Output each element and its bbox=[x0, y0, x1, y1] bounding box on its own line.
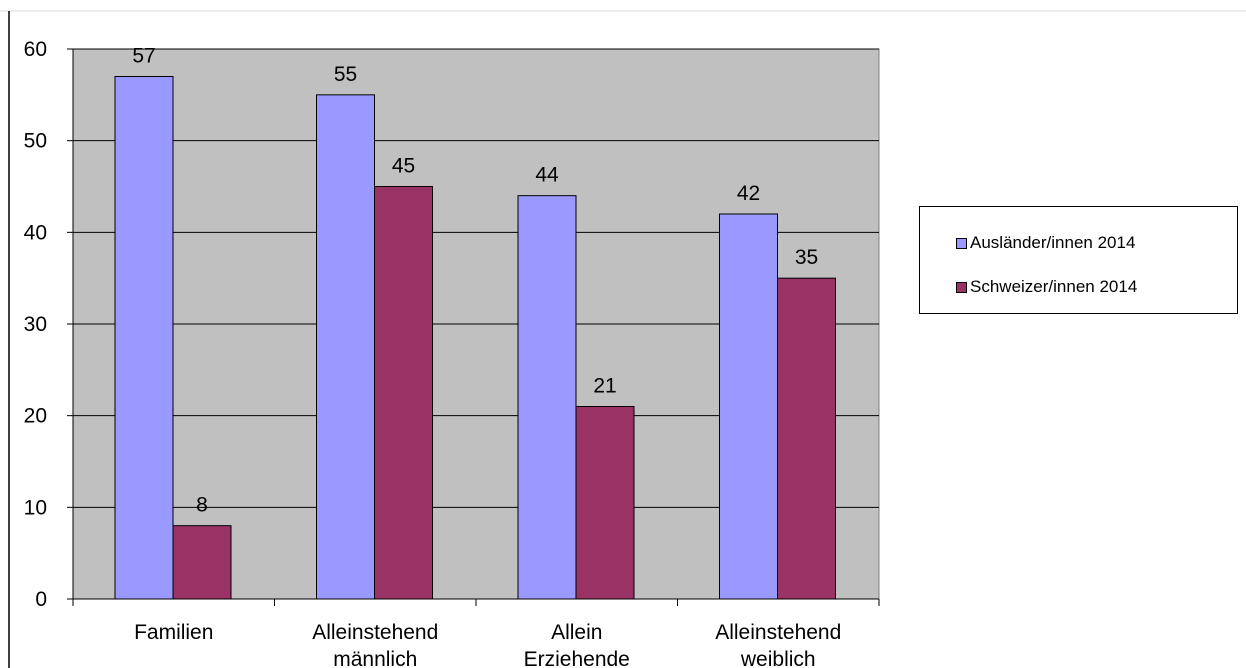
bar bbox=[374, 186, 433, 600]
legend-label-schweizer: Schweizer/innen 2014 bbox=[970, 277, 1138, 296]
bar bbox=[172, 525, 232, 600]
y-tick-label: 60 bbox=[24, 38, 47, 61]
bar bbox=[517, 195, 577, 600]
category-label: Allein bbox=[551, 621, 602, 644]
y-tick-label: 40 bbox=[24, 221, 47, 244]
category-label: Alleinstehend bbox=[312, 621, 438, 644]
data-label: 21 bbox=[593, 375, 616, 398]
data-label: 8 bbox=[196, 494, 208, 517]
y-tick-label: 30 bbox=[24, 313, 47, 336]
category-label: weiblich bbox=[740, 648, 816, 668]
bar bbox=[719, 213, 778, 600]
data-label: 35 bbox=[795, 246, 818, 269]
legend-swatch-schweizer bbox=[956, 281, 967, 293]
category-label: Familien bbox=[134, 621, 213, 644]
data-label: 44 bbox=[535, 164, 559, 187]
data-label: 42 bbox=[737, 182, 760, 205]
data-label: 55 bbox=[334, 63, 357, 86]
legend: Ausländer/innen 2014 Schweizer/innen 201… bbox=[919, 206, 1238, 314]
category-label: Alleinstehend bbox=[715, 621, 841, 644]
y-tick-label: 0 bbox=[35, 588, 47, 611]
data-label: 45 bbox=[392, 155, 415, 178]
legend-swatch-auslaender bbox=[956, 237, 967, 249]
bar bbox=[114, 76, 174, 600]
legend-item-schweizer: Schweizer/innen 2014 bbox=[956, 277, 1137, 297]
category-label: männlich bbox=[333, 648, 417, 668]
y-tick-label: 50 bbox=[24, 130, 47, 153]
plot-area: 0 10 20 30 40 50 60 57 8 Familien 55 45 Alleinstehen… bbox=[24, 38, 880, 668]
y-tick-label: 10 bbox=[24, 496, 47, 519]
bar bbox=[316, 94, 375, 600]
y-tick-label: 20 bbox=[24, 405, 47, 428]
legend-item-auslaender: Ausländer/innen 2014 bbox=[956, 233, 1135, 253]
bar bbox=[575, 406, 635, 600]
legend-label-auslaender: Ausländer/innen 2014 bbox=[970, 233, 1136, 252]
category-label: Erziehende bbox=[524, 648, 630, 668]
bar bbox=[777, 277, 836, 600]
data-label: 57 bbox=[132, 45, 155, 68]
